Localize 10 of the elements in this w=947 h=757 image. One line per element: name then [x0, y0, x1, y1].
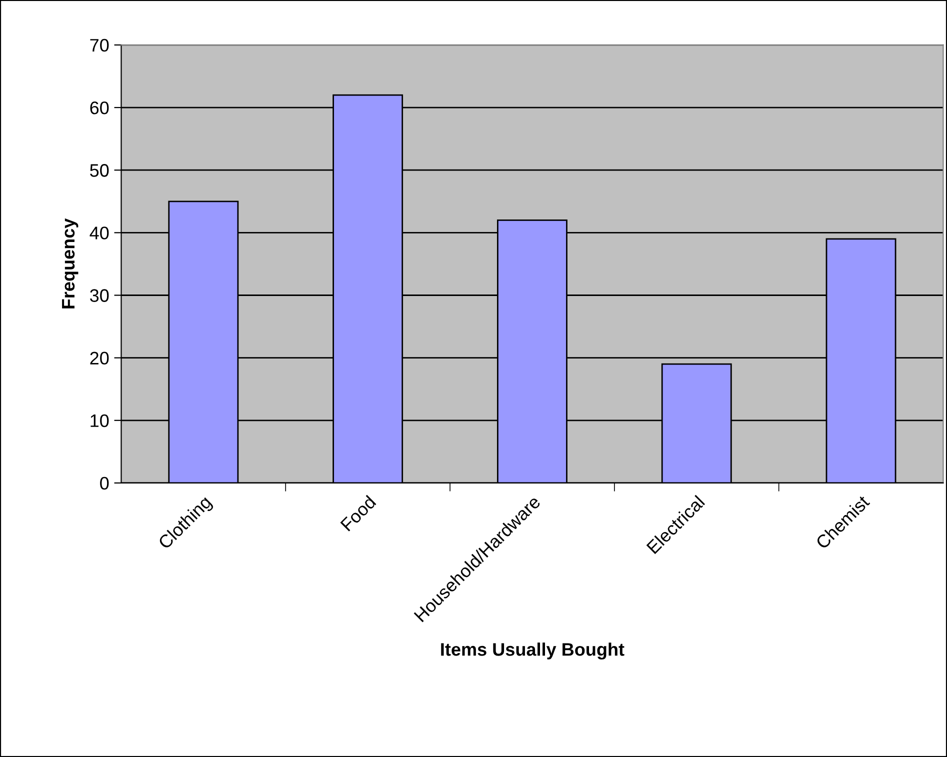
y-tick-label: 60	[90, 101, 109, 114]
y-tick-label: 70	[90, 38, 109, 52]
y-tick-label: 30	[90, 289, 109, 302]
y-tick-label: 10	[90, 414, 109, 428]
y-tick-label: 0	[100, 476, 109, 490]
y-tick-label: 20	[90, 352, 109, 365]
x-axis-title: Items Usually Bought	[441, 642, 624, 660]
y-axis-title: Frequency	[62, 218, 78, 308]
y-tick-label: 50	[90, 164, 109, 177]
y-tick-label: 40	[90, 226, 109, 240]
